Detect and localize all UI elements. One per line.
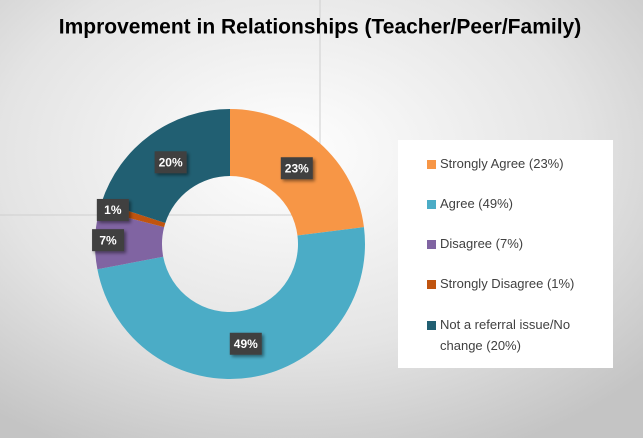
donut-slice: [97, 227, 365, 379]
chart-title: Improvement in Relationships (Teacher/Pe…: [59, 16, 581, 39]
data-label: 23%: [280, 157, 313, 180]
data-label: 49%: [229, 332, 262, 355]
data-label-text: 7%: [99, 233, 117, 247]
legend-swatch: [427, 280, 436, 289]
data-label: 7%: [92, 229, 125, 252]
data-label-text: 1%: [104, 203, 122, 217]
data-label-box: [280, 157, 313, 180]
legend-label: Not a referral issue/No change (20%): [440, 317, 570, 353]
legend-label: Disagree (7%): [440, 236, 523, 251]
data-label-box: [92, 229, 125, 252]
data-label-box: [154, 151, 187, 174]
legend-label: Agree (49%): [440, 196, 513, 211]
data-label-box: [229, 332, 262, 355]
legend-box: [398, 140, 613, 368]
data-label-text: 20%: [159, 155, 183, 169]
data-label: 1%: [96, 198, 129, 221]
data-label-box: [96, 198, 129, 221]
legend-swatch: [427, 160, 436, 169]
data-label-text: 23%: [285, 161, 309, 175]
legend-label: Strongly Disagree (1%): [440, 276, 574, 291]
data-label-text: 49%: [234, 337, 258, 351]
legend-swatch: [427, 321, 436, 330]
donut-slice: [95, 210, 165, 270]
data-label: 20%: [154, 151, 187, 174]
legend-swatch: [427, 200, 436, 209]
legend-swatch: [427, 240, 436, 249]
legend-label: Strongly Agree (23%): [440, 156, 564, 171]
